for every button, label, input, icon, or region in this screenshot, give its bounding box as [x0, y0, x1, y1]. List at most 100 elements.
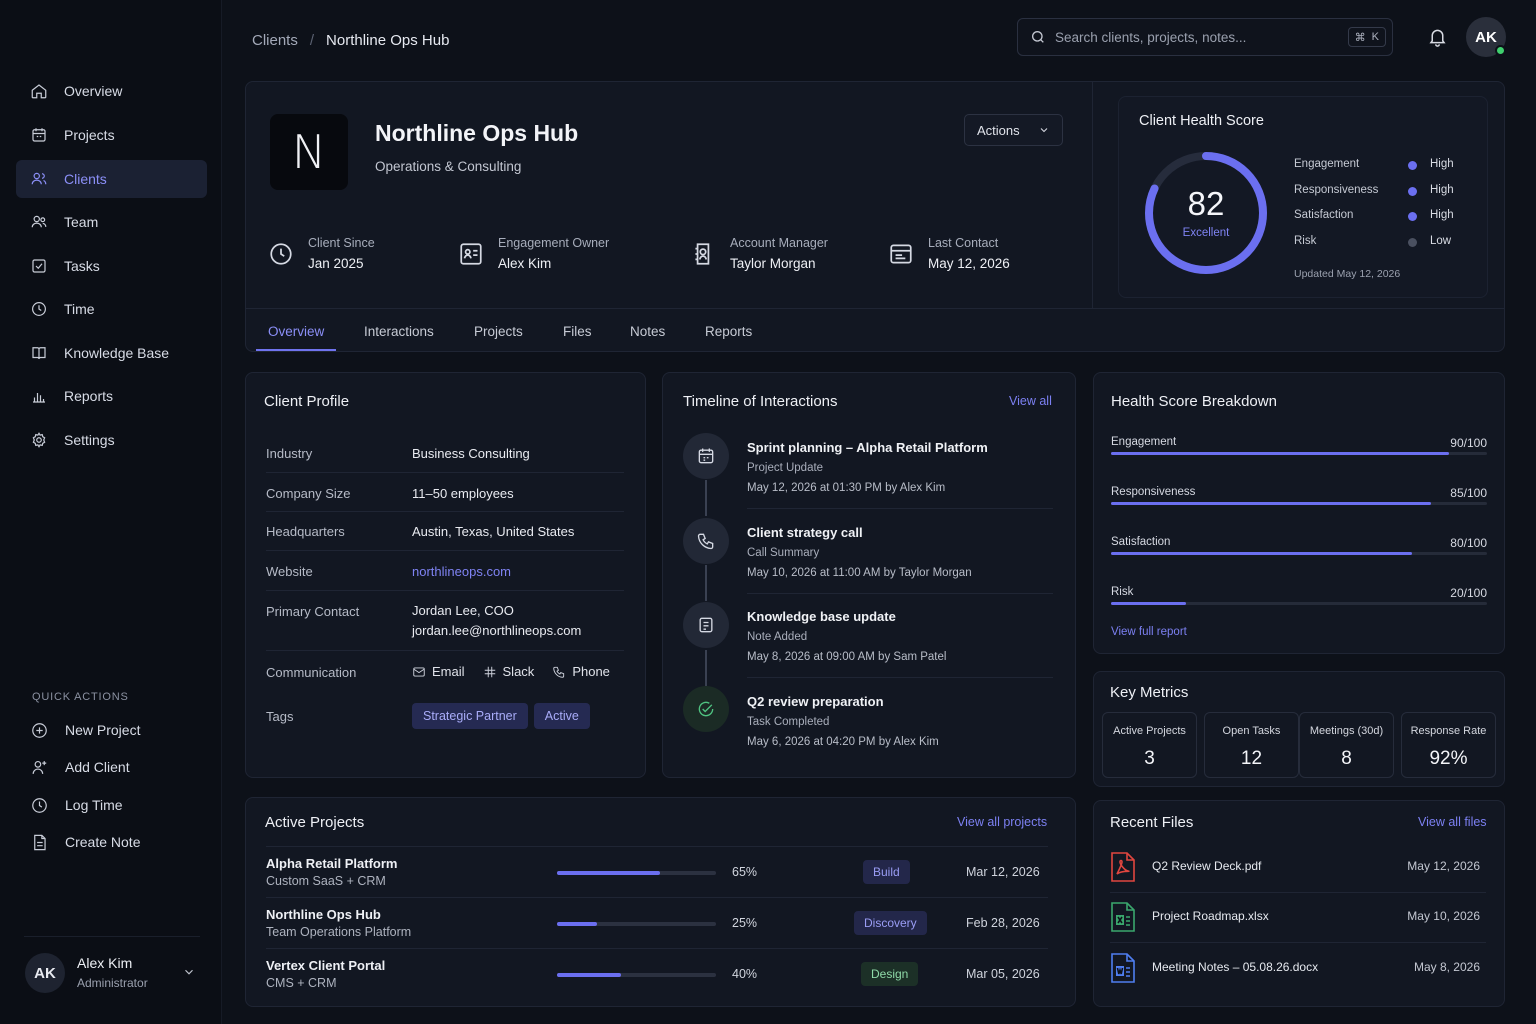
- file-date: May 8, 2026: [1413, 960, 1480, 974]
- timeline-item[interactable]: Q2 review preparation Task Completed May…: [747, 694, 1053, 748]
- sidebar-item-projects[interactable]: Projects: [16, 116, 207, 154]
- actions-dropdown-button[interactable]: Actions: [964, 114, 1063, 146]
- timeline-view-all-link[interactable]: View all: [1009, 394, 1052, 408]
- tab-overview[interactable]: Overview: [268, 324, 325, 339]
- quick-action-add-client[interactable]: Add Client: [30, 754, 130, 780]
- timeline-icon: [683, 518, 729, 564]
- home-icon: [31, 84, 47, 99]
- profile-row-company-size: Company Size 11–50 employees: [266, 473, 624, 512]
- sidebar-item-reports[interactable]: Reports: [16, 377, 207, 415]
- progress-track: [1111, 552, 1487, 555]
- timeline-icon: [683, 686, 729, 732]
- health-level-engagement: Engagement High: [1294, 158, 1474, 170]
- timeline-card: [662, 372, 1076, 778]
- tag[interactable]: Strategic Partner: [412, 703, 528, 729]
- tag[interactable]: Active: [533, 703, 590, 729]
- health-updated: Updated May 12, 2026: [1294, 268, 1401, 280]
- sidebar-item-knowledge-base[interactable]: Knowledge Base: [16, 334, 207, 372]
- project-row[interactable]: Alpha Retail Platform Custom SaaS + CRM …: [266, 846, 1048, 897]
- quick-action-create-note[interactable]: Create Note: [30, 829, 140, 855]
- tab-files[interactable]: Files: [563, 324, 592, 339]
- timeline-item[interactable]: Client strategy call Call Summary May 10…: [747, 525, 1053, 579]
- pdf-file-icon: [1111, 852, 1135, 882]
- quick-action-log-time[interactable]: Log Time: [30, 792, 123, 818]
- view-full-report-link[interactable]: View full report: [1111, 626, 1187, 638]
- project-row[interactable]: Northline Ops Hub Team Operations Platfo…: [266, 897, 1048, 948]
- project-row[interactable]: Vertex Client Portal CMS + CRM 40% Desig…: [266, 948, 1048, 999]
- channel-label: Slack: [502, 664, 535, 679]
- file-row[interactable]: Project Roadmap.xlsx May 10, 2026: [1110, 892, 1486, 943]
- breadcrumb: Clients / Northline Ops Hub: [252, 32, 449, 49]
- breakdown-name: Responsiveness: [1111, 486, 1196, 498]
- timeline-item-type: Project Update: [747, 462, 824, 474]
- health-title: Client Health Score: [1139, 113, 1264, 129]
- quick-action-new-project[interactable]: New Project: [30, 717, 140, 743]
- breadcrumb-current: Northline Ops Hub: [326, 32, 450, 49]
- timeline-item-date: May 10, 2026 at 11:00 AM by Taylor Morga…: [747, 567, 972, 579]
- meta-label: Client Since: [308, 236, 375, 250]
- status-dot: [1408, 187, 1417, 196]
- breakdown-score: 85/100: [1450, 486, 1487, 500]
- search-input[interactable]: Search clients, projects, notes... ⌘ K: [1017, 18, 1393, 56]
- website-link[interactable]: northlineops.com: [412, 564, 511, 579]
- tag-list: Strategic Partner Active: [412, 703, 596, 729]
- avatar[interactable]: AK: [1466, 17, 1506, 57]
- view-all-files-link[interactable]: View all files: [1418, 815, 1487, 829]
- sidebar-item-time[interactable]: Time: [16, 290, 207, 328]
- quick-action-label: Create Note: [65, 834, 141, 850]
- health-level-name: Risk: [1294, 235, 1317, 247]
- divider: [747, 677, 1053, 678]
- breakdown-row-risk: Risk 20/100: [1111, 586, 1487, 605]
- bell-icon[interactable]: [1427, 26, 1448, 47]
- timeline-item-type: Task Completed: [747, 716, 830, 728]
- status-badge: Build: [863, 860, 910, 884]
- book-icon: [32, 347, 46, 360]
- sidebar-item-settings[interactable]: Settings: [16, 421, 207, 459]
- timeline-item-title: Client strategy call: [747, 525, 863, 540]
- timeline-icon: [683, 602, 729, 648]
- tab-reports[interactable]: Reports: [705, 324, 753, 339]
- breadcrumb-parent[interactable]: Clients: [252, 32, 298, 49]
- tab-interactions[interactable]: Interactions: [364, 324, 434, 339]
- chevron-down-icon: [1040, 128, 1048, 133]
- profile-key: Company Size: [266, 486, 351, 501]
- tab-projects[interactable]: Projects: [474, 324, 523, 339]
- health-level-name: Satisfaction: [1294, 209, 1354, 221]
- sidebar-item-label: Projects: [64, 127, 115, 143]
- progress-fill: [1111, 602, 1187, 605]
- shortcut-mod: ⌘: [1354, 31, 1366, 44]
- progress-track: [557, 922, 716, 926]
- user-menu[interactable]: AK Alex Kim Administrator: [24, 936, 200, 1006]
- team-icon: [31, 215, 47, 228]
- progress-fill: [557, 922, 597, 926]
- phone-channel[interactable]: Phone: [552, 664, 610, 679]
- mail-icon: [413, 666, 425, 677]
- status-badge: Discovery: [854, 911, 927, 935]
- project-name: Northline Ops Hub: [266, 907, 381, 922]
- project-subtitle: Custom SaaS + CRM: [266, 874, 386, 888]
- tab-notes[interactable]: Notes: [630, 324, 666, 339]
- phone-icon: [553, 666, 565, 678]
- breakdown-score: 20/100: [1450, 586, 1487, 600]
- health-level-name: Responsiveness: [1294, 184, 1379, 196]
- timeline-item[interactable]: Knowledge base update Note Added May 8, …: [747, 609, 1053, 663]
- file-row[interactable]: Meeting Notes – 05.08.26.docx May 8, 202…: [1110, 943, 1486, 994]
- slack-channel[interactable]: Slack: [483, 664, 535, 679]
- timeline-item[interactable]: Sprint planning – Alpha Retail Platform …: [747, 440, 1053, 494]
- health-score-label: Excellent: [1182, 227, 1230, 239]
- sidebar-item-label: Overview: [64, 83, 123, 99]
- timeline-icon: [683, 433, 729, 479]
- online-status-dot: [1495, 45, 1506, 56]
- status-badge: Design: [861, 962, 919, 986]
- sidebar-item-team[interactable]: Team: [16, 203, 207, 241]
- gear-icon: [32, 432, 46, 448]
- project-progress: 40%: [732, 967, 758, 981]
- search-icon: [1032, 31, 1044, 43]
- file-row[interactable]: Q2 Review Deck.pdf May 12, 2026: [1110, 842, 1486, 893]
- email-channel[interactable]: Email: [412, 664, 465, 679]
- view-all-projects-link[interactable]: View all projects: [957, 815, 1048, 829]
- contact-email[interactable]: jordan.lee@northlineops.com: [412, 623, 582, 638]
- sidebar-item-clients[interactable]: Clients: [16, 160, 207, 198]
- sidebar-item-tasks[interactable]: Tasks: [16, 247, 207, 285]
- sidebar-item-overview[interactable]: Overview: [16, 72, 207, 110]
